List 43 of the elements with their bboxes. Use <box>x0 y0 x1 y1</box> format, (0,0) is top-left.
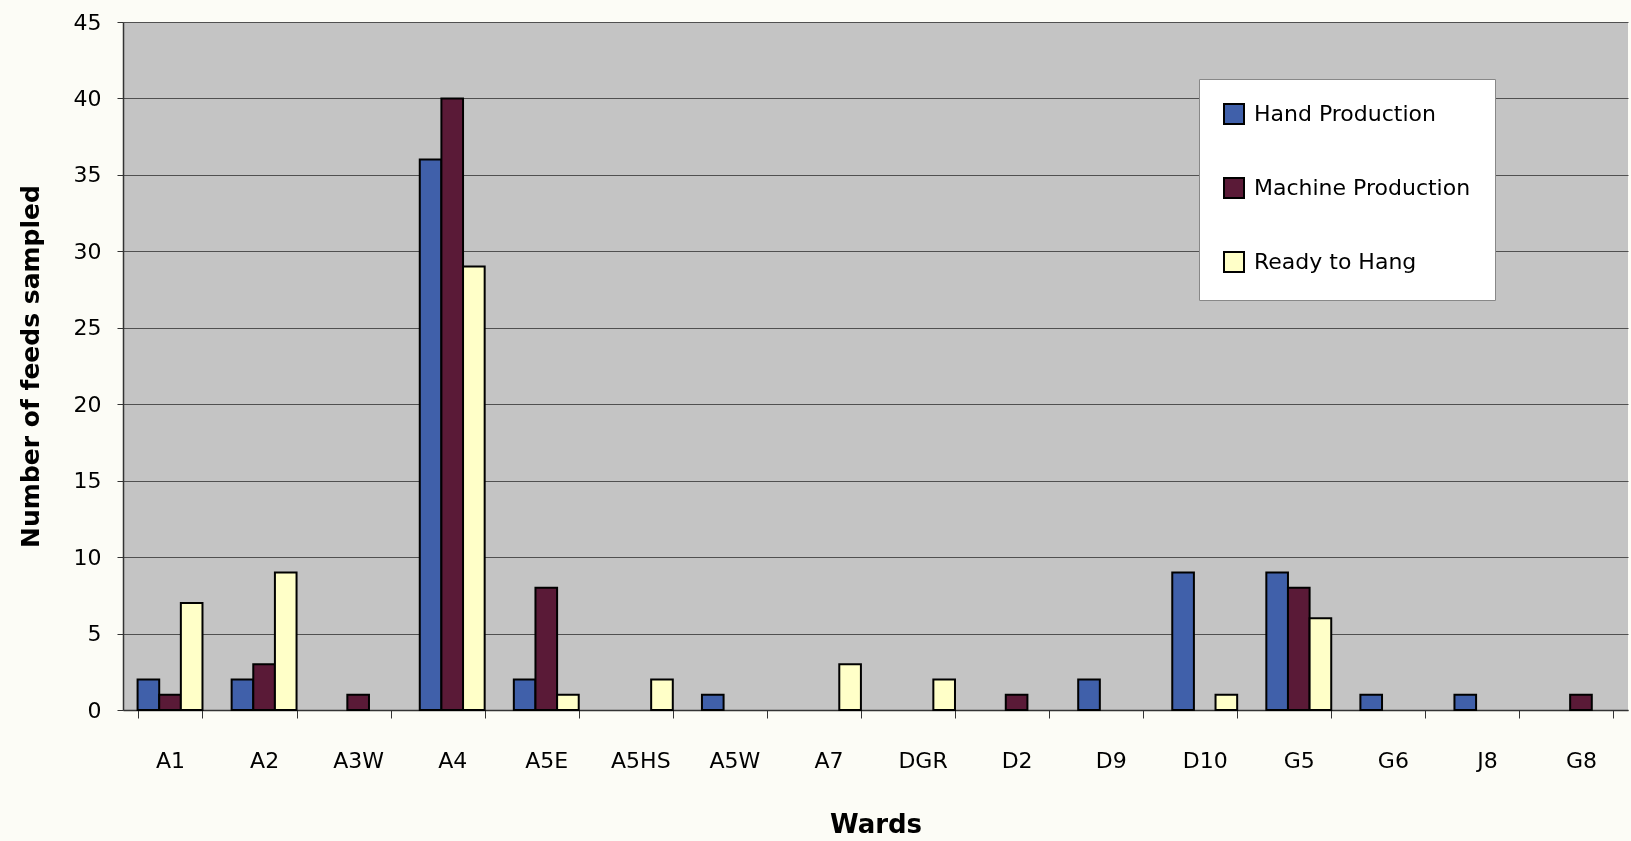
x-tick-label: D2 <box>1001 747 1033 773</box>
x-tick-label: G8 <box>1565 747 1597 773</box>
x-tick-label: A5HS <box>611 747 671 773</box>
y-tick-label: 10 <box>73 544 102 570</box>
x-tick-label: J8 <box>1475 747 1498 773</box>
y-tick-label: 0 <box>87 697 102 723</box>
x-tick-label: A5E <box>525 747 569 773</box>
x-tick-label: D10 <box>1182 747 1228 773</box>
x-tick-label: DGR <box>898 747 948 773</box>
bar <box>838 663 862 711</box>
x-tick-label: A4 <box>438 747 468 773</box>
y-tick-label: 25 <box>73 315 102 341</box>
bar <box>700 693 725 711</box>
y-tick-label: 20 <box>73 391 102 417</box>
bar <box>1077 678 1101 711</box>
bar <box>1569 693 1593 711</box>
bar <box>1004 693 1029 711</box>
bar <box>1214 693 1239 711</box>
x-tick-label: A3W <box>333 747 385 773</box>
x-tick-label: A5W <box>709 747 761 773</box>
legend-label: Machine Production <box>1254 175 1471 200</box>
y-tick-label: 30 <box>73 238 102 264</box>
x-tick-label: A1 <box>156 747 186 773</box>
bar <box>1171 571 1195 711</box>
y-tick-label: 35 <box>73 162 102 188</box>
x-tick-label: G6 <box>1377 747 1409 773</box>
bar <box>1359 693 1384 711</box>
y-axis-title: Number of feeds sampled <box>15 185 45 548</box>
legend-label: Ready to Hang <box>1254 249 1417 274</box>
y-tick-label: 5 <box>87 621 102 647</box>
x-tick-label: A2 <box>250 747 280 773</box>
x-tick-label: G5 <box>1283 747 1315 773</box>
y-tick-label: 15 <box>73 468 102 494</box>
x-tick-label: D9 <box>1095 747 1127 773</box>
y-tick-label: 40 <box>73 85 102 111</box>
bar <box>932 678 956 711</box>
legend-label: Hand Production <box>1254 101 1436 126</box>
x-tick-label: A7 <box>814 747 844 773</box>
bar <box>1453 693 1478 711</box>
y-tick-label: 45 <box>73 9 102 35</box>
x-axis-title: Wards <box>829 808 923 839</box>
bar <box>650 678 674 711</box>
bar <box>346 693 370 711</box>
